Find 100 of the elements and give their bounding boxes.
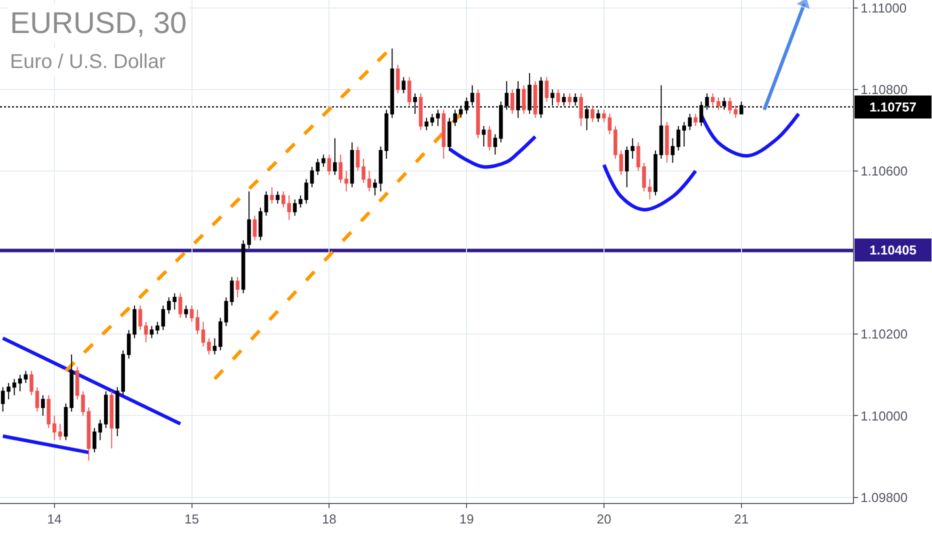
candlestick	[493, 134, 498, 156]
y-tick-label: 1.09800	[860, 490, 908, 505]
candlestick	[12, 378, 16, 396]
chart-title: EURUSD, 30	[10, 7, 187, 40]
line-series	[448, 134, 538, 169]
candlestick	[230, 276, 234, 306]
candlestick	[608, 113, 612, 135]
candlestick	[46, 394, 51, 428]
candlestick	[602, 109, 606, 122]
candlestick	[476, 88, 480, 139]
y-tick-label: 1.11000	[860, 0, 907, 16]
candlestick	[236, 276, 240, 298]
candlestick	[333, 138, 337, 176]
x-tick-label: 18	[322, 512, 336, 527]
candlestick	[510, 88, 514, 114]
candlestick	[648, 178, 652, 200]
candlestick	[384, 109, 388, 160]
candlestick	[292, 198, 297, 216]
candlestick	[241, 240, 246, 294]
candlestick	[436, 109, 440, 127]
candlestick	[424, 117, 428, 131]
candlestick	[86, 407, 91, 462]
candlestick	[92, 427, 96, 453]
candlestick	[196, 309, 200, 335]
candlestick	[418, 92, 423, 131]
candlestick	[716, 97, 720, 110]
candlestick	[184, 305, 188, 318]
candlestick	[407, 76, 412, 106]
ref-line-label: 1.10405	[870, 242, 916, 258]
candlestick	[544, 76, 549, 102]
candlestick	[373, 178, 377, 196]
candlestick	[522, 84, 526, 114]
y-tick-label: 1.10000	[860, 408, 908, 424]
candlestick	[350, 142, 354, 188]
candlestick	[144, 321, 148, 343]
candlestick	[18, 374, 22, 392]
candlestick	[362, 158, 366, 184]
candlestick	[104, 390, 108, 428]
y-tick-label: 1.10600	[860, 163, 908, 178]
candlestick	[322, 154, 326, 168]
candlestick	[488, 126, 492, 152]
x-tick-label: 14	[47, 512, 62, 527]
candlestick	[252, 215, 257, 241]
candlestick	[344, 170, 348, 192]
candlestick	[327, 154, 332, 176]
candlestick	[75, 366, 80, 400]
candlestick	[396, 64, 400, 94]
candlestick	[35, 386, 40, 412]
candlestick	[132, 305, 136, 339]
candlestick	[694, 113, 698, 127]
candlestick	[81, 390, 85, 416]
candlestick	[654, 150, 658, 196]
candlestick	[665, 121, 669, 164]
candlestick	[70, 354, 74, 412]
candlestick	[161, 305, 166, 331]
candlestick	[98, 419, 102, 441]
y-tick-label: 1.10800	[860, 82, 908, 97]
x-tick-label: 21	[734, 512, 749, 527]
candlestick	[430, 113, 434, 127]
candlestick	[41, 394, 45, 416]
candlestick	[636, 142, 640, 172]
candlestick	[156, 321, 160, 335]
candlestick	[247, 190, 251, 249]
candlestick	[276, 190, 280, 204]
candlestick	[710, 92, 715, 106]
line-series	[602, 163, 698, 212]
candlestick	[270, 186, 274, 204]
candlestick	[573, 92, 578, 106]
candlestick	[178, 292, 182, 318]
candlestick	[367, 170, 372, 192]
candlestick	[568, 92, 572, 106]
candlestick	[688, 113, 692, 131]
candlestick	[212, 338, 217, 356]
ref-line-label: 1.10757	[870, 100, 916, 114]
candlestick	[207, 338, 211, 356]
candlestick	[316, 158, 320, 176]
candlestick	[201, 321, 206, 347]
candlestick	[356, 146, 360, 172]
candlestick	[110, 390, 114, 449]
candlestick	[596, 109, 600, 122]
candlestick	[64, 402, 68, 441]
candlestick	[533, 80, 538, 118]
y-tick-label: 1.10200	[860, 326, 908, 342]
candlestick	[642, 162, 646, 192]
candlestick	[442, 109, 446, 160]
candlestick	[264, 190, 268, 216]
candlestick	[30, 370, 34, 396]
candlestick	[190, 305, 194, 322]
candlestick	[126, 330, 131, 360]
candlestick	[338, 154, 343, 184]
x-tick-label: 20	[596, 512, 612, 527]
candlestick	[150, 325, 154, 339]
candlestick	[556, 88, 560, 106]
candlestick	[482, 126, 486, 147]
candlestick	[304, 178, 308, 204]
text: Euro / U.S. Dollar	[10, 51, 166, 73]
candlestick	[258, 207, 262, 241]
candlestick	[378, 146, 383, 192]
candlestick	[670, 138, 675, 164]
candlestick	[402, 76, 406, 94]
